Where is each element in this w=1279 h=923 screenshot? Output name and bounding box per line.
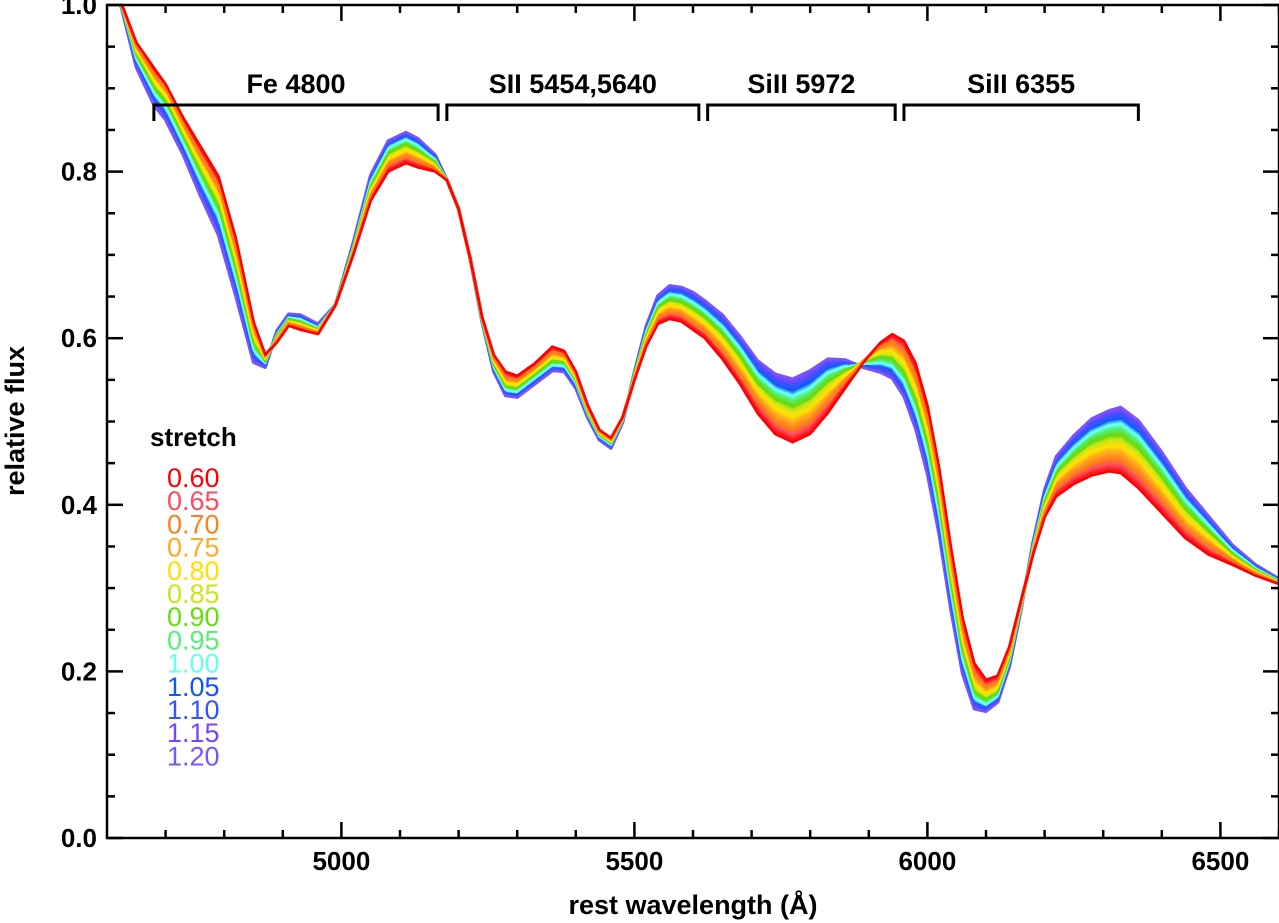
y-tick-label: 0.2 [61, 656, 97, 686]
feature-bracket: SiII 6355 [902, 69, 1140, 121]
feature-bracket: Fe 4800 [152, 69, 440, 121]
y-tick-label: 0.8 [61, 157, 97, 187]
series-fill-line [120, 5, 1279, 686]
y-tick-label: 0.4 [61, 490, 98, 520]
axis-ticks: 5000 5500 6000 6500 0.0 0.2 0.4 0.6 0.8 1.0 [61, 0, 1279, 876]
feature-label: SII 5454,5640 [489, 69, 657, 99]
series-line-0.70 [120, 5, 1279, 688]
feature-bracket: SiII 5972 [706, 69, 897, 121]
legend-entry: 0.90 [167, 602, 220, 632]
legend: 0.600.650.700.750.800.850.900.951.001.05… [167, 463, 220, 771]
feature-brackets: Fe 4800 SII 5454,5640 SiII 5972 SiII 6355 [152, 69, 1140, 121]
y-axis-label: relative flux [0, 346, 30, 496]
series-fill-line [119, 5, 1279, 692]
legend-title: stretch [150, 422, 237, 452]
series-fill-line [120, 5, 1279, 683]
bracket-line [445, 103, 701, 121]
feature-label: Fe 4800 [246, 69, 345, 99]
bracket-line [902, 103, 1140, 121]
legend-entry: 0.95 [167, 625, 220, 655]
bracket-line [152, 103, 440, 121]
legend-entry: 0.70 [167, 509, 220, 539]
legend-entry: 1.20 [167, 741, 220, 771]
legend-entry: 1.15 [167, 718, 220, 748]
series-fill-line [119, 5, 1279, 690]
legend-entry: 0.75 [167, 533, 220, 563]
series-fill-line [120, 5, 1279, 685]
series-fill-line [119, 5, 1279, 691]
legend-entry: 1.05 [167, 672, 220, 702]
series-layer [119, 5, 1279, 713]
legend-entry: 1.10 [167, 695, 220, 725]
y-tick-label: 0.6 [61, 323, 97, 353]
x-tick-label: 5500 [605, 846, 663, 876]
feature-label: SiII 6355 [967, 69, 1075, 99]
x-axis-label: rest wavelength (Å) [568, 889, 817, 920]
feature-label: SiII 5972 [747, 69, 855, 99]
legend-entry: 1.00 [167, 649, 220, 679]
feature-bracket: SII 5454,5640 [445, 69, 701, 121]
series-fill-line [120, 5, 1279, 684]
series-fill-line [119, 5, 1279, 687]
series-line-0.60 [120, 5, 1279, 681]
legend-entry: 0.80 [167, 556, 220, 586]
y-tick-label: 0.0 [61, 823, 97, 853]
series-fill-line [119, 5, 1279, 688]
legend-entry: 0.60 [167, 463, 220, 493]
y-tick-label: 1.0 [61, 0, 97, 20]
x-tick-label: 6500 [1191, 846, 1249, 876]
x-tick-label: 5000 [312, 846, 370, 876]
bracket-line [706, 103, 897, 121]
legend-entry: 0.65 [167, 486, 220, 516]
legend-entry: 0.85 [167, 579, 220, 609]
x-tick-label: 6000 [898, 846, 956, 876]
